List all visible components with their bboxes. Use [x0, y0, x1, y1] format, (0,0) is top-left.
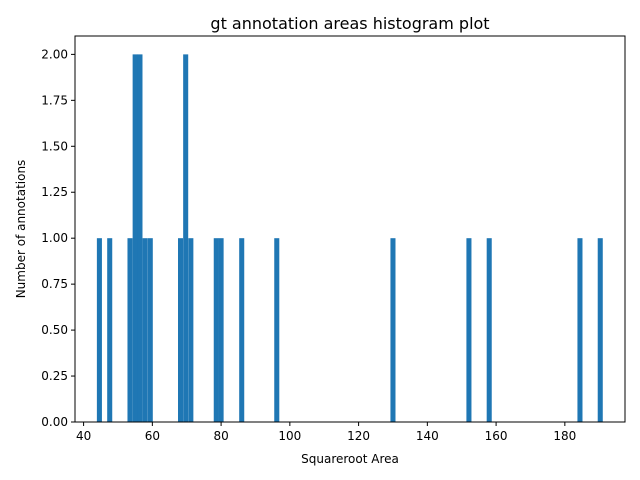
- x-tick-label: 180: [553, 429, 576, 443]
- x-tick-label: 80: [213, 429, 228, 443]
- histogram-bar-8: [183, 54, 189, 422]
- histogram-bar-7: [178, 238, 184, 422]
- y-axis-label: Number of annotations: [14, 160, 28, 299]
- histogram-bar-4: [137, 54, 143, 422]
- histogram-bar-11: [218, 238, 224, 422]
- plot-frame: [74, 35, 626, 423]
- x-tick-label: 120: [347, 429, 370, 443]
- histogram-bar-14: [390, 238, 396, 422]
- x-tick-label: 160: [485, 429, 508, 443]
- histogram-bar-1: [107, 238, 113, 422]
- histogram-bar-18: [597, 238, 603, 422]
- chart-title: gt annotation areas histogram plot: [210, 14, 489, 33]
- x-axis-ticks: 40 60 80 100 120 140 160 180: [76, 422, 576, 443]
- histogram-bar-13: [274, 238, 280, 422]
- y-axis-ticks: 0.00 0.25 0.50 0.75 1.00 1.25 1.50 1.75 2.00: [41, 47, 75, 429]
- histogram-bar-16: [486, 238, 492, 422]
- histogram-bar-0: [96, 238, 102, 422]
- histogram-bar-5: [142, 238, 148, 422]
- x-tick-label: 100: [278, 429, 301, 443]
- x-axis-label: Squareroot Area: [301, 452, 399, 466]
- y-tick-label: 1.00: [41, 231, 68, 245]
- y-tick-label: 0.75: [41, 277, 68, 291]
- y-tick-label: 0.25: [41, 369, 68, 383]
- x-tick-label: 140: [416, 429, 439, 443]
- x-tick-label: 60: [145, 429, 160, 443]
- histogram-bar-6: [147, 238, 153, 422]
- x-tick-label: 40: [76, 429, 91, 443]
- histogram-bar-15: [466, 238, 472, 422]
- y-tick-label: 1.75: [41, 93, 68, 107]
- histogram-bar-2: [127, 238, 133, 422]
- histogram-bar-17: [577, 238, 583, 422]
- bars-group: [96, 54, 603, 422]
- histogram-bar-12: [239, 238, 245, 422]
- y-tick-label: 1.25: [41, 185, 68, 199]
- y-tick-label: 0.50: [41, 323, 68, 337]
- histogram-bar-9: [188, 238, 194, 422]
- histogram-bar-3: [132, 54, 138, 422]
- y-tick-label: 0.00: [41, 415, 68, 429]
- y-tick-label: 2.00: [41, 47, 68, 61]
- y-tick-label: 1.50: [41, 139, 68, 153]
- histogram-bar-10: [213, 238, 219, 422]
